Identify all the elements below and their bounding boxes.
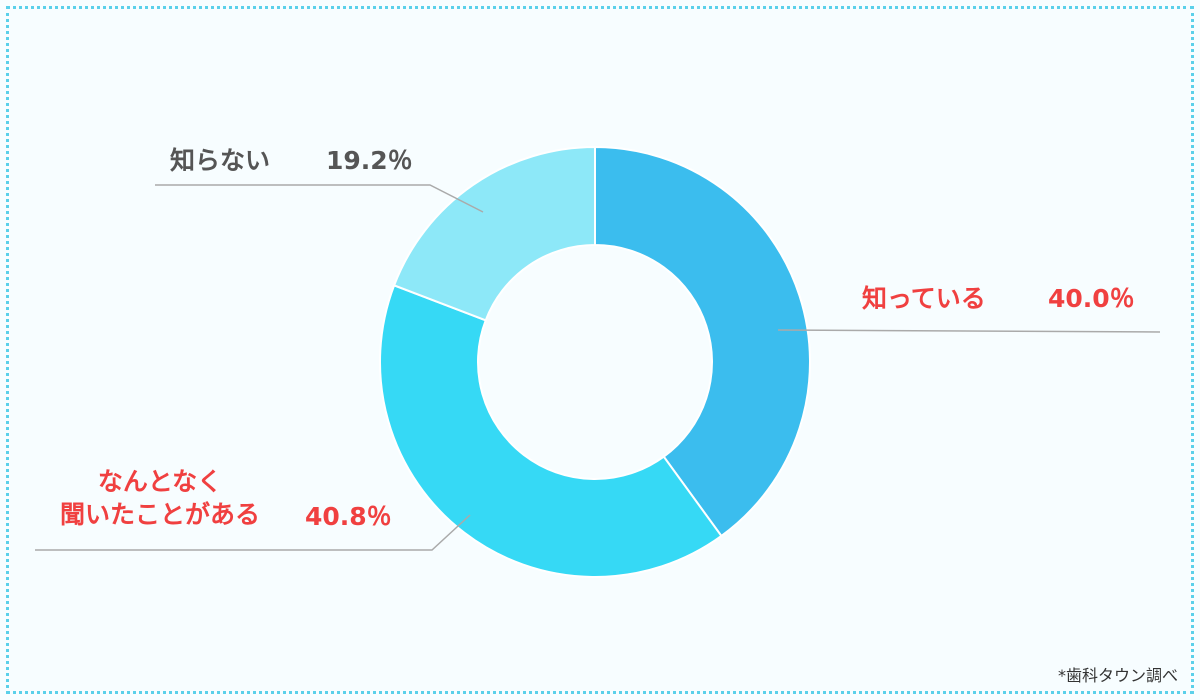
category-label: なんとなく 聞いたことがある [59,467,260,529]
value-label: 19.2％ [326,146,413,175]
donut-slice [594,145,811,538]
source-note: *歯科タウン調べ [1057,666,1178,685]
category-label: 知っている [862,284,986,313]
value-label: 40.0％ [1048,284,1135,313]
leader-line [155,184,484,213]
frame-border [6,6,1194,694]
leader-line [35,514,471,551]
donut-slice [392,145,596,322]
category-label: 知らない [170,146,271,175]
donut-slice [379,284,723,578]
value-label: 40.8％ [305,502,392,531]
leader-line [777,329,1161,333]
